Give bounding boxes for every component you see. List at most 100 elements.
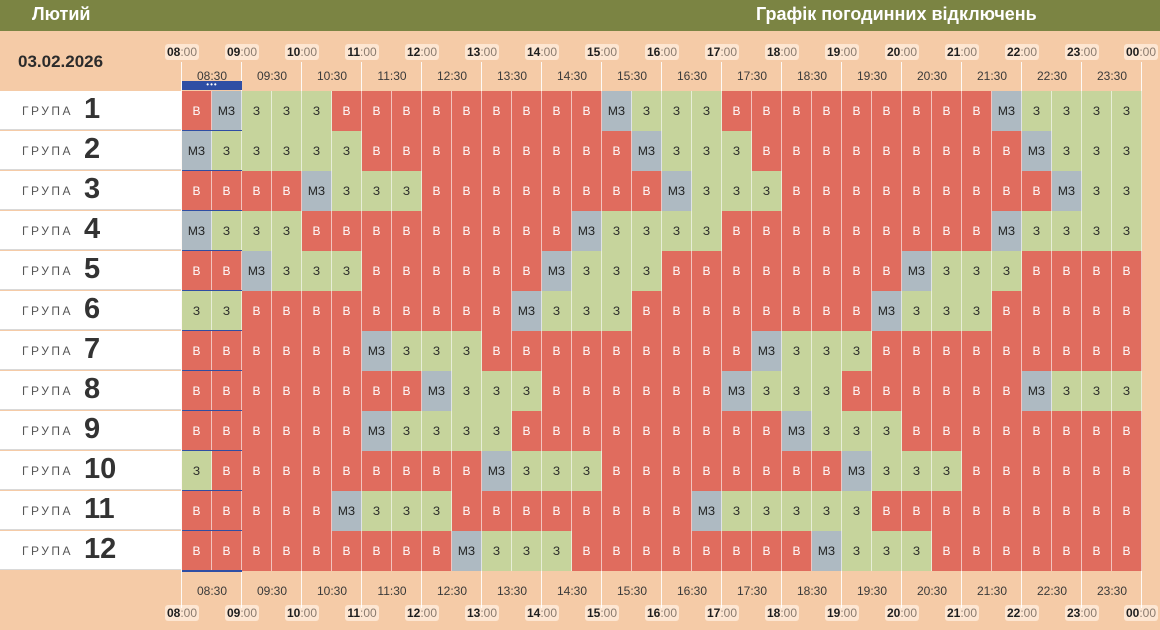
schedule-cell[interactable]: В [482, 251, 512, 291]
schedule-cell[interactable]: В [452, 91, 482, 131]
schedule-cell[interactable]: В [1112, 331, 1142, 371]
schedule-cell[interactable]: В [1052, 251, 1082, 291]
schedule-cell[interactable]: З [482, 531, 512, 571]
schedule-cell[interactable]: В [452, 171, 482, 211]
schedule-cell[interactable]: В [302, 371, 332, 411]
schedule-cell[interactable]: В [872, 91, 902, 131]
schedule-cell[interactable]: МЗ [1022, 131, 1052, 171]
schedule-cell[interactable]: З [182, 291, 212, 331]
schedule-cell[interactable]: В [572, 331, 602, 371]
schedule-cell[interactable]: В [332, 291, 362, 331]
schedule-cell[interactable]: В [932, 131, 962, 171]
schedule-cell[interactable]: В [362, 91, 392, 131]
schedule-cell[interactable]: В [722, 91, 752, 131]
schedule-cell[interactable]: В [212, 451, 242, 491]
schedule-cell[interactable]: В [362, 131, 392, 171]
schedule-cell[interactable]: В [602, 331, 632, 371]
schedule-cell[interactable]: В [452, 131, 482, 171]
schedule-cell[interactable]: З [242, 131, 272, 171]
schedule-cell[interactable]: В [302, 211, 332, 251]
schedule-cell[interactable]: МЗ [542, 251, 572, 291]
schedule-cell[interactable]: В [902, 331, 932, 371]
schedule-cell[interactable]: В [452, 251, 482, 291]
schedule-cell[interactable]: З [932, 251, 962, 291]
schedule-cell[interactable]: З [1082, 131, 1112, 171]
schedule-cell[interactable]: В [572, 131, 602, 171]
schedule-cell[interactable]: В [452, 211, 482, 251]
schedule-cell[interactable]: В [692, 411, 722, 451]
schedule-cell[interactable]: В [872, 371, 902, 411]
schedule-cell[interactable]: З [692, 171, 722, 211]
schedule-cell[interactable]: З [572, 251, 602, 291]
schedule-cell[interactable]: В [782, 531, 812, 571]
schedule-cell[interactable]: В [542, 371, 572, 411]
schedule-cell[interactable]: В [422, 91, 452, 131]
schedule-cell[interactable]: В [602, 131, 632, 171]
schedule-cell[interactable]: В [1052, 411, 1082, 451]
schedule-cell[interactable]: В [662, 531, 692, 571]
schedule-cell[interactable]: З [422, 331, 452, 371]
schedule-cell[interactable]: МЗ [902, 251, 932, 291]
schedule-cell[interactable]: В [692, 371, 722, 411]
schedule-cell[interactable]: З [872, 411, 902, 451]
schedule-cell[interactable]: В [272, 451, 302, 491]
schedule-cell[interactable]: В [782, 131, 812, 171]
schedule-cell[interactable]: В [182, 171, 212, 211]
schedule-cell[interactable]: В [1052, 491, 1082, 531]
schedule-cell[interactable]: В [1022, 411, 1052, 451]
schedule-cell[interactable]: МЗ [722, 371, 752, 411]
schedule-cell[interactable]: З [422, 411, 452, 451]
schedule-cell[interactable]: В [632, 171, 662, 211]
schedule-cell[interactable]: В [1022, 531, 1052, 571]
schedule-cell[interactable]: В [932, 211, 962, 251]
schedule-cell[interactable]: В [482, 491, 512, 531]
schedule-cell[interactable]: В [422, 251, 452, 291]
schedule-cell[interactable]: З [692, 91, 722, 131]
schedule-cell[interactable]: З [1022, 91, 1052, 131]
schedule-cell[interactable]: В [422, 291, 452, 331]
schedule-cell[interactable]: З [1112, 131, 1142, 171]
schedule-cell[interactable]: В [692, 531, 722, 571]
schedule-cell[interactable]: В [932, 411, 962, 451]
schedule-cell[interactable]: З [392, 171, 422, 211]
schedule-cell[interactable]: В [542, 211, 572, 251]
schedule-cell[interactable]: В [182, 411, 212, 451]
schedule-cell[interactable]: В [842, 91, 872, 131]
schedule-cell[interactable]: В [692, 291, 722, 331]
schedule-cell[interactable]: В [902, 371, 932, 411]
schedule-cell[interactable]: З [902, 291, 932, 331]
schedule-cell[interactable]: В [182, 331, 212, 371]
schedule-cell[interactable]: В [632, 451, 662, 491]
schedule-cell[interactable]: З [962, 251, 992, 291]
schedule-cell[interactable]: В [932, 531, 962, 571]
schedule-cell[interactable]: В [1112, 491, 1142, 531]
schedule-cell[interactable]: В [542, 91, 572, 131]
schedule-cell[interactable]: З [362, 491, 392, 531]
schedule-cell[interactable]: З [212, 211, 242, 251]
schedule-cell[interactable]: В [512, 171, 542, 211]
schedule-cell[interactable]: В [752, 531, 782, 571]
schedule-cell[interactable]: В [422, 451, 452, 491]
schedule-cell[interactable]: В [242, 291, 272, 331]
schedule-cell[interactable]: В [752, 291, 782, 331]
schedule-cell[interactable]: З [212, 291, 242, 331]
schedule-cell[interactable]: З [842, 531, 872, 571]
schedule-cell[interactable]: МЗ [632, 131, 662, 171]
schedule-cell[interactable]: В [1112, 451, 1142, 491]
schedule-cell[interactable]: В [362, 291, 392, 331]
schedule-cell[interactable]: В [272, 331, 302, 371]
schedule-cell[interactable]: МЗ [812, 531, 842, 571]
schedule-cell[interactable]: МЗ [422, 371, 452, 411]
schedule-cell[interactable]: В [902, 91, 932, 131]
schedule-cell[interactable]: З [1052, 131, 1082, 171]
schedule-cell[interactable]: З [572, 451, 602, 491]
schedule-cell[interactable]: МЗ [362, 411, 392, 451]
schedule-cell[interactable]: В [842, 211, 872, 251]
schedule-cell[interactable]: З [842, 411, 872, 451]
schedule-cell[interactable]: В [662, 371, 692, 411]
schedule-cell[interactable]: В [572, 171, 602, 211]
schedule-cell[interactable]: З [902, 451, 932, 491]
schedule-cell[interactable]: В [482, 171, 512, 211]
schedule-cell[interactable]: З [812, 491, 842, 531]
schedule-cell[interactable]: В [992, 371, 1022, 411]
